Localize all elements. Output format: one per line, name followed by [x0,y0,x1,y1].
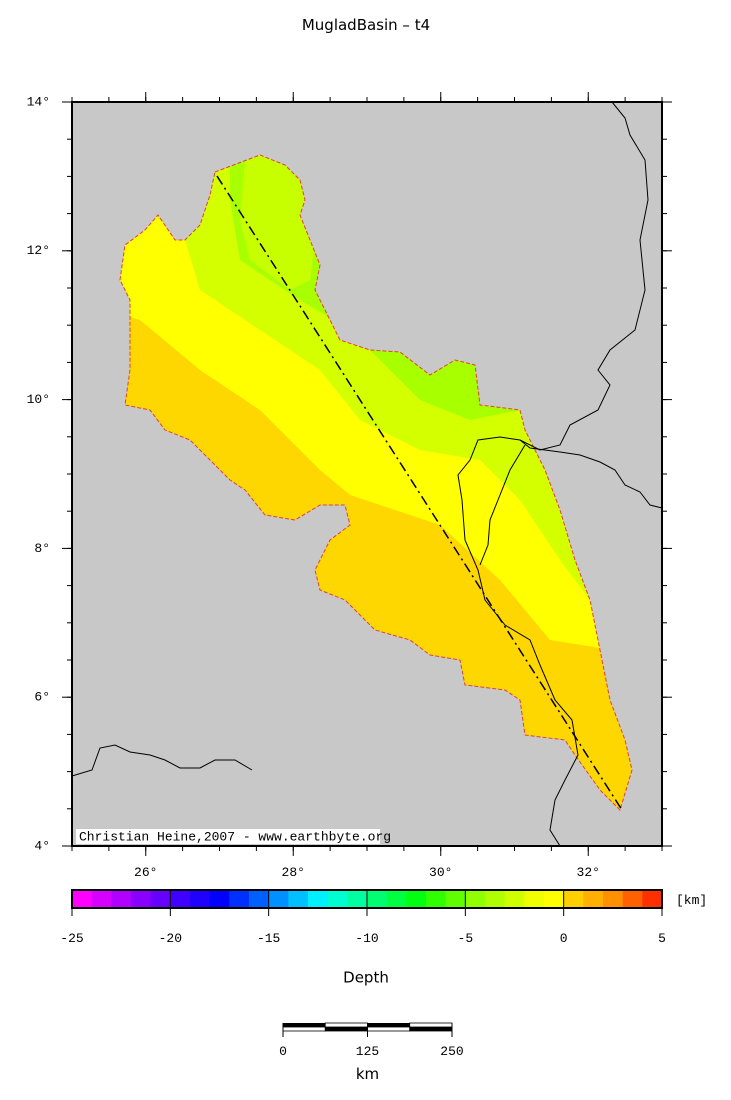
border-line [71,744,253,777]
credit: Christian Heine,2007 - www.earthbyte.org [79,829,391,844]
colorbar-cell [622,890,643,908]
colorbar-cell [150,890,171,908]
colorbar-cell [524,890,545,908]
colorbar-cell [583,890,604,908]
colorbar-cell [288,890,309,908]
scale-segment [283,1023,326,1027]
colorbar-cell [347,890,368,908]
colorbar-cell [209,890,230,908]
scale-segment [409,1026,453,1032]
credit-box [76,829,380,844]
colorbar-cell [386,890,407,908]
colorbar-cell [131,890,152,908]
colorbar-cell [268,890,289,908]
colorbar-cell [465,890,486,908]
colorbar-cell [445,890,466,908]
colorbar-cell [642,890,663,908]
scale-bar: 0 125 250 km [279,1022,464,1083]
scale-unit: km [356,1065,379,1083]
map-title: MugladBasin – t4 [302,16,430,34]
colorbar-unit: [km] [676,893,707,908]
border-line [479,444,526,566]
colorbar-cell [426,890,447,908]
colorbar-tick-label: -10 [355,931,378,946]
scale-segment [282,1026,326,1032]
scale-tick-label: 0 [279,1044,287,1059]
x-tick-label: 28° [282,865,305,880]
colorbar-tick-label: 5 [658,931,666,946]
colorbar-cell [111,890,132,908]
colorbar-tick-label: -5 [458,931,474,946]
colorbar-cell [367,890,388,908]
depth-zone [240,155,330,290]
y-tick-label: 8° [34,541,50,556]
scale-tick-label: 250 [440,1044,463,1059]
border-line [519,439,663,509]
scale-segment [324,1022,368,1028]
colorbar-cell [563,890,584,908]
colorbar-cell [190,890,211,908]
colorbar-cell [72,890,93,908]
colorbar-cell [249,890,270,908]
colorbar-cell [229,890,250,908]
scale-segment [324,1026,368,1032]
colorbar-cell [406,890,427,908]
colorbar-cell [544,890,565,908]
y-tick-label: 6° [34,690,50,705]
colorbar-cell [603,890,624,908]
scale-segment [367,1023,410,1027]
colorbar: -25 -20 -15 -10 -5 0 5 [km] [60,889,707,946]
y-tick-label: 4° [34,838,50,853]
colorbar-cell [91,890,112,908]
colorbar-cell [504,890,525,908]
colorbar-label: Depth [343,969,389,987]
colorbar-tick-label: -20 [159,931,182,946]
scale-segment [409,1022,453,1028]
x-tick-label: 32° [577,865,600,880]
colorbar-cell [327,890,348,908]
scale-tick-label: 125 [356,1044,379,1059]
scale-segment [367,1026,411,1032]
border-line [457,101,649,847]
x-tick-label: 26° [134,865,157,880]
map-ticks: 26° 28° 30° 32° 4° 6° 8° 10° 12° 14° [27,92,672,880]
colorbar-tick-label: -25 [60,931,83,946]
colorbar-cell [308,890,329,908]
basin-outline [119,154,633,811]
colorbar-cell [170,890,191,908]
colorbar-tick-label: -15 [257,931,280,946]
profile-line [216,175,623,811]
y-tick-label: 14° [27,94,50,109]
borders [71,101,663,847]
x-tick-label: 30° [429,865,452,880]
y-tick-label: 12° [27,243,50,258]
colorbar-cell [485,890,506,908]
colorbar-tick-label: 0 [560,931,568,946]
y-tick-label: 10° [27,392,50,407]
